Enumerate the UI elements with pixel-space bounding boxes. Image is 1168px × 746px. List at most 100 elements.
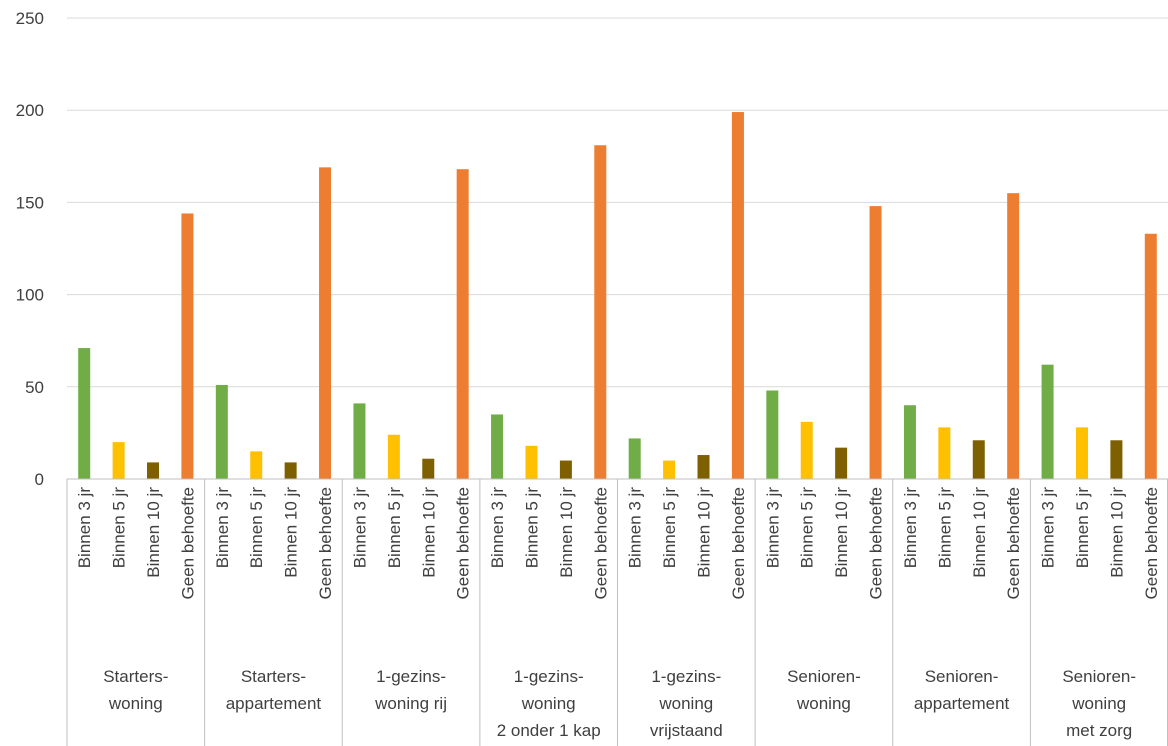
bar <box>284 462 297 479</box>
y-tick-label: 0 <box>35 470 44 489</box>
x-group-label-line: Senioren- <box>925 667 999 686</box>
x-sub-category-label: Binnen 10 jr <box>282 487 301 578</box>
y-tick-label: 200 <box>16 101 44 120</box>
y-tick-label: 100 <box>16 286 44 305</box>
x-sub-category-label: Binnen 5 jr <box>935 487 954 569</box>
x-group-label-line: Starters- <box>103 667 168 686</box>
x-sub-category-label: Binnen 5 jr <box>660 487 679 569</box>
bar <box>1007 193 1020 479</box>
x-sub-category-label: Binnen 3 jr <box>488 487 507 569</box>
x-group-label-line: met zorg <box>1066 721 1132 740</box>
x-group-label: Senioren-woning met zorg <box>1062 667 1136 740</box>
bar <box>594 145 607 479</box>
x-sub-category-label: Binnen 10 jr <box>144 487 163 578</box>
x-sub-category-label: Binnen 3 jr <box>901 487 920 569</box>
x-group-label: Senioren-appartement <box>914 667 1010 713</box>
x-sub-category-label: Geen behoefte <box>316 487 335 599</box>
bar <box>835 447 848 479</box>
x-axis <box>66 478 1168 746</box>
x-sub-category-label: Binnen 10 jr <box>419 487 438 578</box>
x-group-label-line: Senioren- <box>1062 667 1136 686</box>
bar <box>491 414 504 479</box>
bar <box>1041 364 1054 479</box>
gridlines <box>67 17 1168 388</box>
x-group-label-line: Senioren- <box>787 667 861 686</box>
x-group-label: Senioren-woning <box>787 667 861 713</box>
x-sub-category-label: Binnen 3 jr <box>75 487 94 569</box>
x-sub-category-label: Binnen 10 jr <box>1107 487 1126 578</box>
bar <box>78 348 91 479</box>
bar <box>147 462 160 479</box>
x-sub-category-label: Geen behoefte <box>591 487 610 599</box>
x-sub-category-label: Geen behoefte <box>178 487 197 599</box>
bar <box>938 427 951 479</box>
bar <box>319 167 332 479</box>
bars <box>78 112 1157 480</box>
bar <box>422 458 435 479</box>
x-sub-category-label: Binnen 3 jr <box>350 487 369 569</box>
x-sub-category-label: Binnen 10 jr <box>832 487 851 578</box>
x-sub-category-label: Binnen 5 jr <box>1073 487 1092 569</box>
x-sub-category-label: Binnen 5 jr <box>798 487 817 569</box>
bar <box>559 460 572 479</box>
x-sub-category-label: Binnen 5 jr <box>110 487 129 569</box>
bar <box>903 405 916 479</box>
bar <box>112 442 125 479</box>
x-group-label-line: 2 onder 1 kap <box>497 721 601 740</box>
x-group-label-line: woning <box>1071 694 1126 713</box>
x-sub-category-label: Geen behoefte <box>454 487 473 599</box>
x-group-label-line: woning <box>658 694 713 713</box>
bar <box>628 438 641 479</box>
x-group-label: 1-gezins-woning 2 onder 1 kap <box>497 667 601 740</box>
bar <box>250 451 263 479</box>
x-group-label-line: 1-gezins- <box>376 667 446 686</box>
bar <box>456 169 469 479</box>
x-axis-sub-category-labels: Binnen 3 jr Binnen 5 jr Binnen 10 jr Geen b… <box>75 487 1161 600</box>
y-tick-label: 50 <box>25 378 44 397</box>
x-sub-category-label: Binnen 5 jr <box>385 487 404 569</box>
x-sub-category-label: Binnen 3 jr <box>626 487 645 569</box>
bar <box>387 434 400 479</box>
bar <box>353 403 366 479</box>
x-group-label-line: 1-gezins- <box>514 667 584 686</box>
bar <box>869 206 882 479</box>
x-sub-category-label: Binnen 3 jr <box>213 487 232 569</box>
bar <box>181 213 194 480</box>
x-sub-category-label: Binnen 10 jr <box>695 487 714 578</box>
x-sub-category-label: Geen behoefte <box>1142 487 1161 599</box>
y-axis-tick-labels: 0 50 100 150 200 250 <box>16 9 44 489</box>
bar <box>731 112 744 479</box>
x-group-label: Starters-appartement <box>226 667 322 713</box>
x-sub-category-label: Binnen 3 jr <box>763 487 782 569</box>
x-group-label-line: Starters- <box>241 667 306 686</box>
bar <box>800 421 813 479</box>
x-sub-category-label: Geen behoefte <box>1004 487 1023 599</box>
x-group-label-line: woning <box>796 694 851 713</box>
bar <box>697 455 710 479</box>
bar <box>663 460 676 479</box>
x-group-label: 1-gezins-woning vrijstaand <box>650 667 723 740</box>
x-group-label-line: appartement <box>226 694 322 713</box>
y-tick-label: 150 <box>16 193 44 212</box>
bar <box>1144 233 1157 479</box>
x-group-label: Starters-woning <box>103 667 168 713</box>
x-sub-category-label: Geen behoefte <box>867 487 886 599</box>
x-group-label-line: 1-gezins- <box>651 667 721 686</box>
x-group-label-line: woning <box>521 694 576 713</box>
x-sub-category-label: Binnen 5 jr <box>522 487 541 569</box>
x-group-label-line: woning rij <box>374 694 447 713</box>
bar <box>215 384 228 479</box>
bar <box>1075 427 1088 479</box>
bar <box>972 440 985 479</box>
x-group-label: 1-gezins-woning rij <box>374 667 447 713</box>
bar <box>766 390 779 479</box>
x-axis-group-labels: Starters-woningStarters-appartement1-gez… <box>103 667 1136 740</box>
x-group-label-line: woning <box>108 694 163 713</box>
bar <box>525 445 538 479</box>
x-sub-category-label: Binnen 10 jr <box>970 487 989 578</box>
x-sub-category-label: Geen behoefte <box>729 487 748 599</box>
x-group-label-line: appartement <box>914 694 1010 713</box>
x-sub-category-label: Binnen 10 jr <box>557 487 576 578</box>
x-sub-category-label: Binnen 3 jr <box>1039 487 1058 569</box>
